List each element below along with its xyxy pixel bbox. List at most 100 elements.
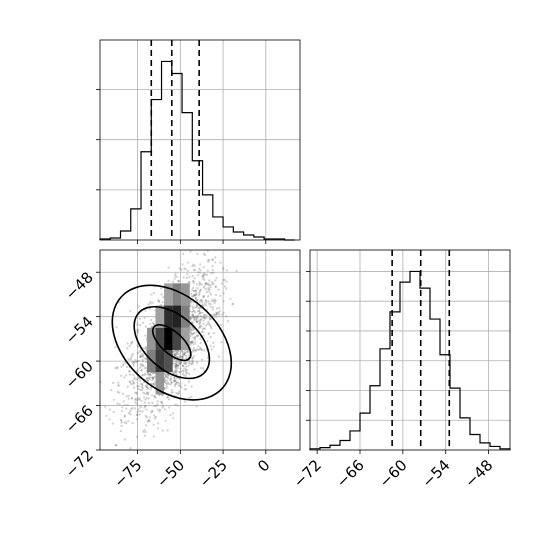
scatter-point [197, 315, 200, 318]
scatter-point [182, 374, 186, 377]
scatter-point [143, 401, 146, 404]
scatter-point [156, 403, 159, 406]
scatter-point [165, 386, 168, 389]
scatter-point [195, 298, 198, 301]
scatter-point [212, 282, 215, 285]
scatter-point [122, 362, 125, 365]
scatter-point [181, 369, 184, 372]
scatter-point [214, 285, 217, 288]
scatter-point [170, 381, 173, 384]
density-contour-middle [133, 305, 211, 380]
scatter-point [213, 313, 216, 316]
scatter-point [179, 382, 182, 385]
scatter-point [111, 422, 114, 425]
scatter-point [123, 376, 126, 379]
scatter-point [197, 345, 200, 348]
scatter-point [131, 361, 134, 364]
scatter-point [193, 268, 196, 271]
scatter-point [177, 279, 180, 283]
scatter-point [203, 315, 206, 319]
density-contour-inner [151, 324, 192, 362]
scatter-point [194, 349, 197, 352]
scatter-point [167, 373, 170, 376]
scatter-point [173, 362, 176, 365]
scatter-point [191, 313, 194, 316]
scatter-point [149, 373, 152, 376]
scatter-point [191, 333, 194, 336]
scatter-point [232, 302, 235, 305]
scatter-point [174, 383, 177, 386]
scatter-point [146, 377, 149, 380]
scatter-point [220, 341, 223, 344]
scatter-point [172, 417, 175, 420]
scatter-point [125, 395, 128, 398]
scatter-point [139, 379, 142, 382]
scatter-point [135, 392, 138, 395]
scatter-point [219, 246, 221, 248]
scatter-point [153, 417, 156, 420]
scatter-point [189, 227, 191, 229]
scatter-point [185, 354, 188, 357]
scatter-point [174, 379, 177, 382]
scatter-point [203, 302, 206, 305]
scatter-point [137, 398, 140, 401]
scatter-point [178, 361, 181, 364]
scatter-point [145, 392, 148, 395]
scatter-point [161, 402, 164, 405]
scatter-point [223, 243, 225, 245]
scatter-point [190, 295, 194, 298]
scatter-point [192, 280, 195, 283]
scatter-point [209, 285, 212, 289]
scatter-point [152, 423, 155, 426]
scatter-point [108, 418, 111, 421]
density-cell [164, 305, 173, 328]
scatter-point [119, 374, 123, 377]
scatter-point [191, 356, 194, 360]
scatter-point [193, 306, 196, 309]
scatter-point [121, 406, 124, 409]
scatter-point [210, 300, 213, 303]
scatter-point [145, 397, 148, 400]
scatter-point [144, 347, 147, 350]
scatter-point [207, 300, 210, 303]
scatter-point [200, 325, 203, 328]
scatter-point [182, 276, 185, 279]
scatter-point [174, 349, 177, 352]
scatter-point [145, 416, 148, 419]
scatter-point [134, 358, 137, 362]
scatter-point [191, 314, 195, 317]
scatter-point [191, 316, 194, 319]
scatter-point [120, 421, 123, 424]
scatter-point [186, 369, 189, 372]
scatter-point [215, 311, 218, 314]
scatter-point [152, 376, 155, 379]
scatter-point [129, 447, 132, 450]
scatter-point [117, 381, 120, 384]
scatter-point [193, 317, 196, 321]
scatter-point [128, 380, 131, 383]
scatter-point [199, 342, 202, 345]
scatter-point [202, 295, 205, 298]
scatter-point [222, 300, 225, 303]
scatter-point [172, 350, 176, 353]
scatter-point [141, 452, 143, 454]
scatter-point [150, 394, 153, 397]
scatter-point [212, 341, 215, 344]
scatter-point [169, 414, 172, 417]
scatter-point [112, 410, 115, 413]
scatter-point [170, 375, 173, 378]
scatter-point [130, 340, 134, 343]
scatter-point [193, 269, 196, 272]
scatter-point [105, 414, 108, 417]
scatter-point [189, 300, 192, 304]
scatter-point [165, 374, 168, 377]
scatter-point [219, 294, 222, 297]
scatter-point [187, 261, 190, 264]
scatter-point [207, 320, 210, 323]
scatter-point [138, 404, 141, 407]
scatter-point [173, 353, 176, 356]
scatter-point [199, 269, 202, 272]
scatter-point [176, 393, 179, 396]
scatter-point [151, 321, 154, 324]
scatter-point [200, 348, 203, 351]
